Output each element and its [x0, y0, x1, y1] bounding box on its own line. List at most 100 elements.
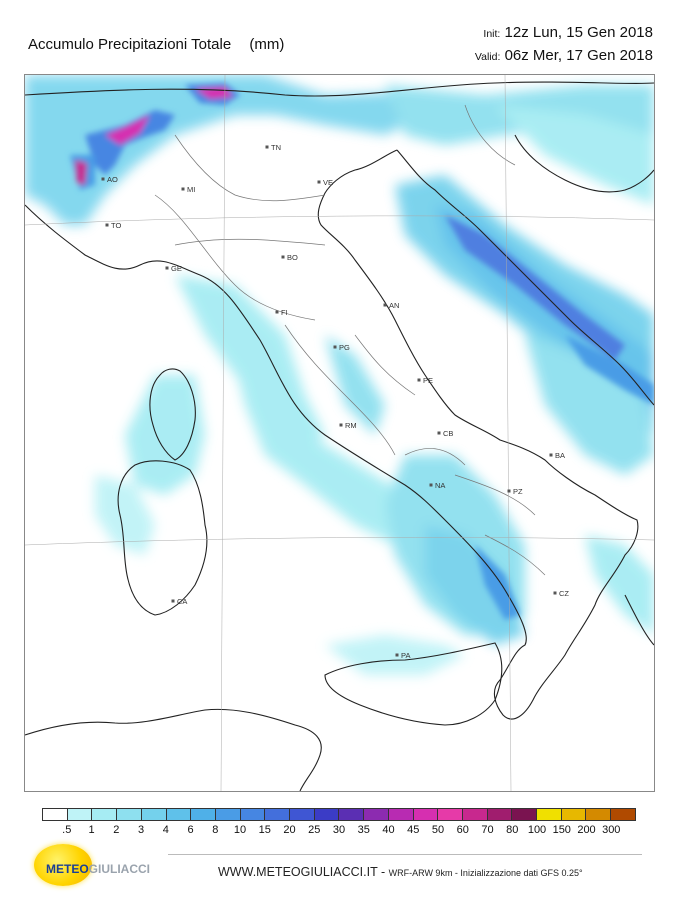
- city-label: TN: [271, 143, 281, 152]
- legend-label: 10: [233, 824, 247, 836]
- city-marker-ve: VE: [317, 178, 333, 187]
- valid-value: 06z Mer, 17 Gen 2018: [504, 47, 653, 64]
- legend-label: 4: [162, 824, 169, 836]
- legend-label: 45: [407, 824, 420, 836]
- city-label: CA: [177, 597, 187, 606]
- city-markers: AO MI TN VE TO BO GE FI AN PG PE RM CB BA NA PZ CZ CA PA: [101, 143, 569, 660]
- legend-label: 60: [456, 824, 469, 836]
- init-value: 12z Lun, 15 Gen 2018: [504, 24, 653, 41]
- city-marker-pg: PG: [333, 343, 350, 352]
- legend-swatch: [314, 809, 340, 820]
- legend-swatch: [339, 809, 365, 820]
- city-marker-mi: MI: [181, 185, 195, 194]
- city-label: GE: [171, 264, 182, 273]
- init-label: Init:: [483, 28, 501, 40]
- legend-swatch: [290, 809, 315, 820]
- legend-swatch: [512, 809, 538, 820]
- legend-swatch: [364, 809, 389, 820]
- legend-label: 50: [431, 824, 445, 836]
- legend-ticks: .5 1 2 3 4 6 8 10 15 20 25 30 35 40 45 50 60 70 80 100 150 20…: [42, 824, 636, 838]
- city-marker-bo: BO: [281, 253, 298, 262]
- footer: WWW.METEOGIULIACCI.IT - WRF-ARW 9km - In…: [218, 865, 583, 879]
- legend-swatch: [117, 809, 142, 820]
- city-marker-ca: CA: [171, 597, 187, 606]
- logo-part2: GIULIACCI: [88, 862, 151, 876]
- legend-label: 15: [258, 824, 271, 836]
- city-label: NA: [435, 481, 445, 490]
- legend-swatch: [537, 809, 562, 820]
- run-info: Init: 12z Lun, 15 Gen 2018 Valid: 06z Me…: [475, 22, 653, 68]
- coastlines: [25, 81, 654, 791]
- legend-label: 150: [552, 824, 571, 836]
- legend-label: 3: [137, 824, 145, 836]
- legend-swatch: [586, 809, 612, 820]
- legend-label: 30: [332, 824, 346, 836]
- precipitation-map: AO MI TN VE TO BO GE FI AN PG PE RM CB BA NA PZ CZ CA PA: [24, 74, 655, 792]
- legend-label: 6: [187, 824, 194, 836]
- legend-swatch: [43, 809, 68, 820]
- legend-label: 2: [113, 824, 120, 836]
- city-label: VE: [323, 178, 333, 187]
- legend-label: 8: [212, 824, 219, 836]
- city-marker-an: AN: [383, 301, 399, 310]
- legend-swatch: [67, 809, 93, 820]
- legend-label: 300: [602, 824, 621, 836]
- city-label: AO: [107, 175, 118, 184]
- legend-label: 35: [357, 824, 370, 836]
- legend-label: 20: [283, 824, 296, 836]
- city-marker-ba: BA: [549, 451, 565, 460]
- city-label: CB: [443, 429, 453, 438]
- map-graticule: [25, 75, 654, 791]
- legend-swatch: [388, 809, 414, 820]
- city-label: PA: [401, 651, 410, 660]
- map-title: Accumulo Precipitazioni Totale (mm): [28, 36, 284, 53]
- city-marker-cb: CB: [437, 429, 453, 438]
- legend-swatch: [191, 809, 216, 820]
- valid-line: Valid: 06z Mer, 17 Gen 2018: [475, 45, 653, 68]
- city-label: BA: [555, 451, 565, 460]
- city-marker-ao: AO: [101, 175, 118, 184]
- legend-label: 1: [88, 824, 95, 836]
- city-marker-to: TO: [105, 221, 121, 230]
- precipitation-field: [25, 75, 654, 675]
- city-label: AN: [389, 301, 399, 310]
- city-marker-ge: GE: [165, 264, 182, 273]
- legend-swatch: [561, 809, 587, 820]
- precipitation-legend: .5 1 2 3 4 6 8 10 15 20 25 30 35 40 45 50 60 70 80 100 150 20…: [42, 808, 636, 844]
- legend-label: .5: [62, 824, 72, 836]
- city-marker-fi: FI: [275, 308, 288, 317]
- city-label: BO: [287, 253, 298, 262]
- legend-swatch: [166, 809, 192, 820]
- meteogiuliacci-logo: METEOGIULIACCI: [32, 842, 182, 890]
- city-label: PZ: [513, 487, 523, 496]
- legend-colorbar: [42, 808, 636, 821]
- legend-swatch: [611, 809, 635, 820]
- city-marker-tn: TN: [265, 143, 281, 152]
- footer-divider: [168, 854, 642, 855]
- map-title-unit: (mm): [249, 36, 285, 53]
- map-canvas: AO MI TN VE TO BO GE FI AN PG PE RM CB BA NA PZ CZ CA PA: [25, 75, 654, 791]
- legend-label: 25: [308, 824, 321, 836]
- region-borders: [154, 104, 546, 576]
- legend-label: 70: [481, 824, 494, 836]
- legend-label: 100: [527, 824, 547, 836]
- map-title-text: Accumulo Precipitazioni Totale: [28, 36, 232, 53]
- city-label: FI: [281, 308, 288, 317]
- legend-swatch: [462, 809, 488, 820]
- city-marker-cz: CZ: [553, 589, 569, 598]
- legend-label: 80: [506, 824, 519, 836]
- footer-site[interactable]: WWW.METEOGIULIACCI.IT: [218, 865, 378, 879]
- legend-swatch: [487, 809, 513, 820]
- footer-separator: -: [377, 865, 389, 879]
- city-label: TO: [111, 221, 121, 230]
- city-label: MI: [187, 185, 195, 194]
- legend-swatch: [413, 809, 439, 820]
- init-line: Init: 12z Lun, 15 Gen 2018: [475, 22, 653, 45]
- legend-label: 40: [382, 824, 395, 836]
- city-marker-rm: RM: [339, 421, 357, 430]
- city-marker-pa: PA: [395, 651, 410, 660]
- city-marker-na: NA: [429, 481, 445, 490]
- footer-note: WRF-ARW 9km - Inizializzazione dati GFS …: [388, 868, 583, 878]
- legend-swatch: [215, 809, 241, 820]
- city-label: CZ: [559, 589, 569, 598]
